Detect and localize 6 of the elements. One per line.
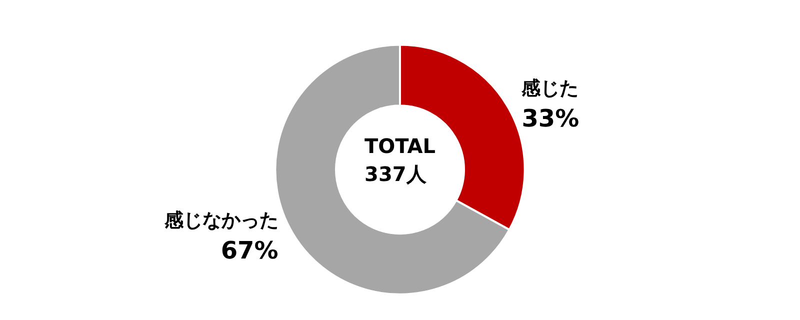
slice-label: 感じなかった (163, 210, 278, 232)
data-label: 67% (220, 236, 278, 265)
data-label: 33% (522, 104, 580, 133)
text: TOTAL (364, 134, 436, 158)
slice-label: 感じた (520, 78, 579, 100)
text: 337人 (364, 162, 428, 186)
